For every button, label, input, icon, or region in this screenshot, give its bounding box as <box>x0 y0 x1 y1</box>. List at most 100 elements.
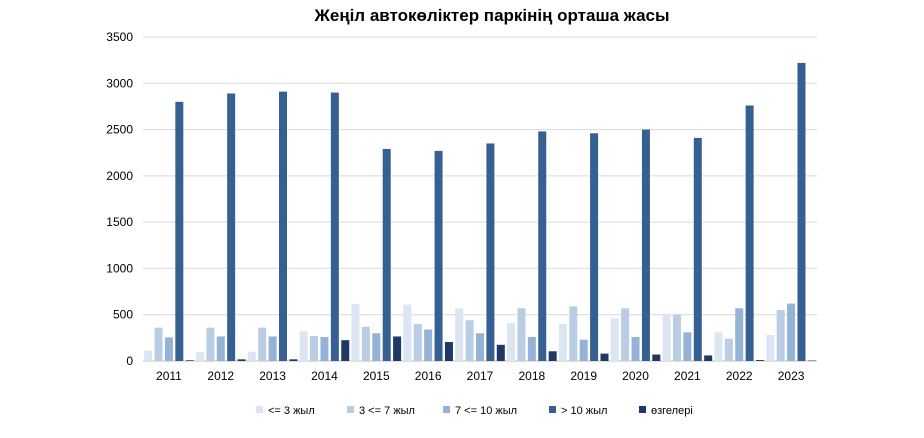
bar <box>434 150 443 361</box>
legend-swatch <box>639 406 646 413</box>
bar <box>631 336 640 361</box>
y-tick-label: 1000 <box>106 261 133 275</box>
bar <box>175 101 184 362</box>
bar <box>507 323 516 361</box>
x-tick-label: 2019 <box>570 369 597 383</box>
bar <box>403 304 412 361</box>
bar <box>745 105 754 361</box>
bar <box>258 327 267 361</box>
bar <box>704 355 713 361</box>
legend-swatch <box>347 406 354 413</box>
y-tick-label: 3500 <box>106 30 133 44</box>
bar <box>361 326 370 361</box>
bar <box>424 329 433 361</box>
bar <box>393 336 402 361</box>
bar <box>590 133 599 361</box>
bar <box>714 332 723 361</box>
bars <box>144 62 816 362</box>
bar <box>185 360 194 361</box>
x-tick-label: 2017 <box>467 369 494 383</box>
bar <box>683 332 692 361</box>
bar <box>289 359 298 361</box>
bar <box>641 129 650 361</box>
bar <box>237 359 246 361</box>
bar <box>787 303 796 361</box>
bar <box>310 336 319 361</box>
x-tick-label: 2023 <box>778 369 805 383</box>
bar <box>351 304 360 361</box>
x-tick-label: 2018 <box>518 369 545 383</box>
y-tick-label: 1500 <box>106 215 133 229</box>
bar <box>144 350 153 361</box>
bar <box>652 354 661 361</box>
bar <box>569 306 578 361</box>
x-tick-label: 2016 <box>415 369 442 383</box>
y-tick-label: 3000 <box>106 76 133 90</box>
bar <box>486 143 495 361</box>
legend-swatch <box>256 406 263 413</box>
bar <box>693 137 702 361</box>
bar <box>330 92 339 362</box>
bar <box>724 338 733 361</box>
bar <box>756 360 765 361</box>
x-tick-label: 2021 <box>674 369 701 383</box>
bar <box>216 336 225 361</box>
y-tick-label: 2500 <box>106 123 133 137</box>
x-tick-label: 2014 <box>311 369 338 383</box>
bar <box>766 335 775 361</box>
bar <box>299 331 308 361</box>
bar <box>164 337 173 361</box>
bar <box>341 340 350 361</box>
bar <box>268 336 277 361</box>
bar <box>600 353 609 361</box>
bar <box>154 327 163 361</box>
bar <box>496 344 505 361</box>
y-axis: 0 500 1000 1500 2000 2500 3000 3500 <box>106 30 133 368</box>
bar <box>413 323 422 361</box>
bar <box>797 62 806 362</box>
bar <box>527 336 536 361</box>
bar <box>372 333 381 361</box>
chart-title: Жеңіл автокөліктер паркінің орташа жасы <box>314 6 670 25</box>
bar <box>195 352 204 361</box>
bar <box>662 313 671 361</box>
bar <box>455 308 464 361</box>
y-tick-label: 500 <box>113 308 133 322</box>
legend-label: <= 3 жыл <box>268 405 315 417</box>
legend-label: өзгелері <box>651 405 693 417</box>
bar <box>444 342 453 361</box>
bar <box>621 308 630 361</box>
y-tick-label: 2000 <box>106 169 133 183</box>
legend-swatch <box>549 406 556 413</box>
x-tick-label: 2020 <box>622 369 649 383</box>
x-tick-label: 2011 <box>156 369 182 383</box>
bar <box>548 351 557 361</box>
legend-label: 3 <= 7 жыл <box>359 405 415 417</box>
bar <box>735 308 744 361</box>
legend-swatch <box>443 406 450 413</box>
legend-label: 7 <= 10 жыл <box>455 405 517 417</box>
x-tick-label: 2012 <box>207 369 234 383</box>
bar <box>517 308 526 361</box>
bar <box>206 327 215 361</box>
bar <box>227 93 236 362</box>
bar <box>672 314 681 361</box>
x-axis: 2011 2012 2013 2014 2015 2016 2017 2018 2019 2020… <box>156 369 805 383</box>
bar <box>776 310 785 361</box>
bar <box>465 320 474 361</box>
bar <box>320 336 329 361</box>
bar <box>610 318 619 361</box>
legend: <= 3 жыл 3 <= 7 жыл 7 <= 10 жыл > 10 жыл өзг… <box>256 405 693 417</box>
bar <box>579 339 588 361</box>
bar <box>247 351 256 361</box>
bar <box>558 323 567 361</box>
bar <box>279 91 288 362</box>
bar <box>476 333 484 361</box>
x-tick-label: 2013 <box>259 369 286 383</box>
x-tick-label: 2015 <box>363 369 390 383</box>
x-tick-label: 2022 <box>726 369 753 383</box>
bar <box>382 149 391 361</box>
gridlines <box>143 36 817 362</box>
bar <box>538 131 547 361</box>
